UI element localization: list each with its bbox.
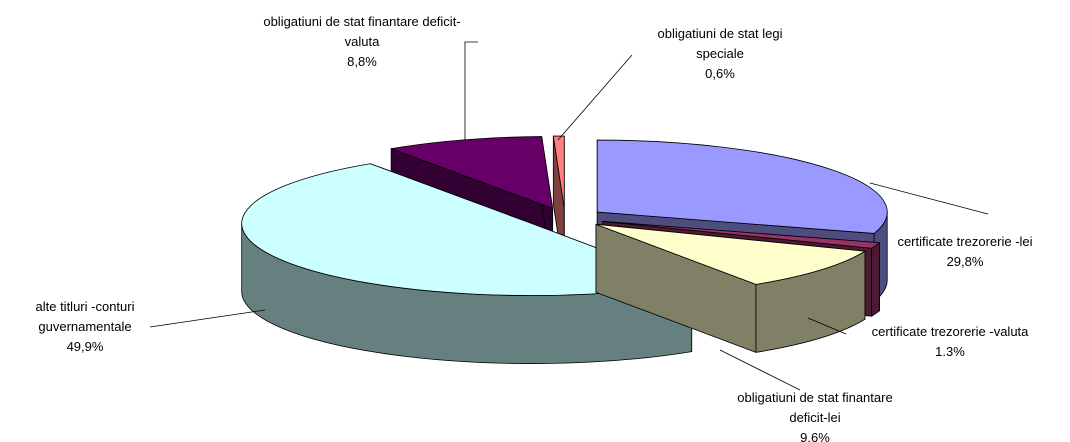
value-label: 0,6%	[705, 66, 735, 81]
slice-top	[595, 223, 866, 285]
leader-line	[464, 41, 478, 140]
slice-top	[596, 139, 888, 234]
slice-top	[390, 136, 554, 209]
category-name: obligatiuni de stat finantare deficit-le…	[737, 390, 893, 425]
value-label: 9,6%	[800, 430, 830, 442]
slice-label: alte titluri -conturi guvernamentale 49,9…	[10, 297, 160, 357]
slice-top	[552, 135, 565, 209]
value-label: 1.3%	[935, 344, 965, 359]
category-name: certificate trezorerie -lei	[897, 234, 1033, 249]
slice-top	[241, 163, 693, 296]
pie-slice	[595, 223, 866, 353]
leader-line	[807, 317, 847, 335]
category-name: obligatiuni de stat finantare deficit- v…	[263, 14, 461, 49]
category-name: obligatiuni de stat legi speciale	[657, 26, 783, 61]
slice-label: obligatiuni de stat finantare deficit-le…	[720, 388, 910, 442]
value-label: 8,8%	[347, 54, 377, 69]
value-label: 29,8%	[946, 254, 984, 269]
leader-line	[719, 349, 801, 391]
leader-line	[557, 54, 633, 141]
slice-top	[602, 220, 880, 249]
slice-label: certificate trezorerie -valuta 1.3%	[840, 322, 1060, 362]
slice-label: certificate trezorerie -lei 29,8%	[865, 232, 1065, 272]
leader-line	[869, 182, 989, 215]
slice-label: obligatiuni de stat finantare deficit- v…	[262, 12, 462, 72]
category-name: alte titluri -conturi guvernamentale	[35, 299, 135, 334]
leader-line	[149, 309, 266, 328]
category-name: certificate trezorerie -valuta	[871, 324, 1029, 339]
slice-label: obligatiuni de stat legi speciale 0,6%	[635, 24, 805, 84]
value-label: 49,9%	[66, 339, 104, 354]
